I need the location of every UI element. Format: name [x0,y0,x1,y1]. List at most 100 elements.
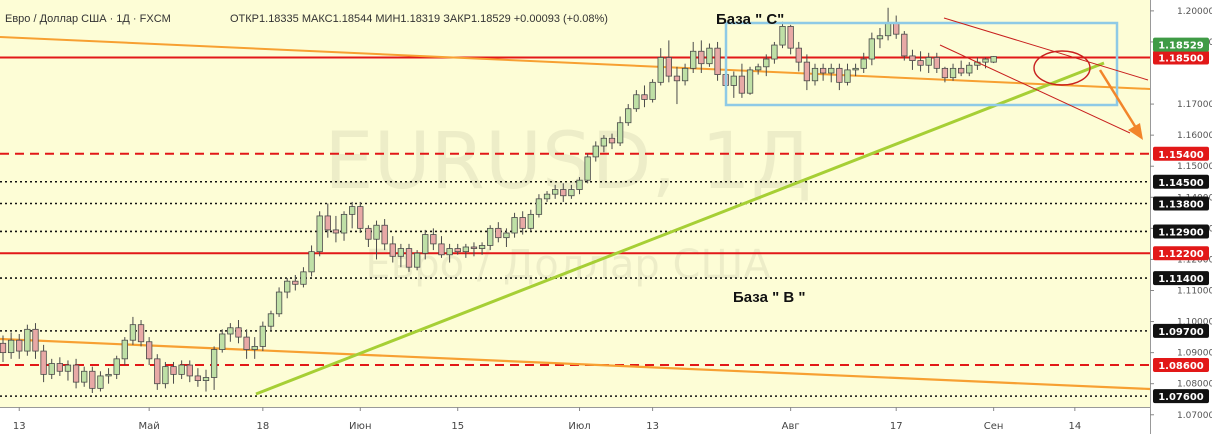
candle-body [48,363,55,375]
price-tag-bg [1153,246,1209,261]
candle-body [251,346,258,350]
candle-down [170,361,177,384]
candle-up [373,220,380,260]
candle-up [7,332,15,359]
current-price-tag: 1.18529 [1153,37,1209,52]
candle-up [657,48,664,86]
candle-body [811,67,819,82]
candle-down [324,203,331,238]
candle-body [454,248,461,253]
candle-up [48,358,55,380]
candle-up [616,116,624,147]
candle-body [828,67,835,74]
candle-body [178,364,185,375]
candle-up [852,63,859,77]
y-tick-label: 1.08000 [1177,380,1212,390]
candle-body [487,227,494,246]
candle-down [438,236,445,258]
candle-body [40,350,47,375]
candle-down [0,335,7,362]
price-tag-label: 1.18500 [1158,53,1204,64]
candle-down [186,360,193,383]
candle-down [365,225,372,247]
candle-body [495,227,502,239]
candle-up [259,321,266,352]
candle-up [397,243,405,268]
y-tick-label: 1.11000 [1177,286,1212,296]
candle-body [543,193,551,200]
candle-up [275,287,283,317]
candle-body [202,377,210,381]
candle-body [714,47,721,75]
candle-down [381,219,388,251]
candle-down [89,366,96,394]
candle-body [397,248,405,257]
candle-down [803,54,811,91]
candle-up [219,329,226,353]
candle-down [608,133,616,150]
consolidation-ellipse [1033,50,1091,86]
candle-down [958,60,965,77]
candle-up [576,177,583,195]
x-tick-label: 18 [256,421,269,432]
candle-down [154,354,161,390]
candle-body [259,325,266,347]
candle-body [470,246,478,249]
candle-body [308,251,315,273]
current-price-bg [1153,37,1209,52]
candle-body [438,243,445,256]
x-tick-label: Июл [568,421,590,432]
candle-body [340,213,348,234]
candle-up [811,63,819,86]
candle-up [413,250,421,271]
candle-body [893,22,900,35]
candle-down [243,329,250,359]
price-tag-bg [1153,323,1209,338]
candle-up [462,243,469,258]
candle-up [771,41,778,64]
y-tick-label: 1.17000 [1177,100,1212,110]
candle-body [681,67,689,82]
candle-up [105,368,112,384]
candle-body [413,252,421,268]
candle-body [316,215,323,253]
candle-body [755,66,762,71]
candle-body [949,67,957,79]
candle-body [568,189,575,197]
candle-body [324,215,331,231]
candle-body [511,217,518,234]
candle-down [389,236,396,263]
y-tick-label: 1.15000 [1177,162,1212,172]
candle-body [430,234,437,245]
candle-up [97,371,104,392]
candle-body [235,327,242,338]
x-tick-label: 15 [451,421,464,432]
channel-upper-line [943,17,1149,81]
chart-symbol[interactable]: Евро / Доллар США · 1Д · FXCM [5,13,171,25]
candle-up [552,184,559,199]
x-tick-label: 13 [646,421,659,432]
candle-body [576,179,583,190]
candle-body [941,67,949,79]
y-tick-label: 1.10000 [1177,318,1212,328]
current-price-label: 1.18529 [1158,41,1204,52]
time-axis-background [0,407,1150,434]
candle-down [146,337,153,366]
candle-body [462,246,469,253]
candle-up [308,245,315,277]
candle-body [746,69,754,94]
candle-body [527,213,534,229]
y-tick-label: 1.12000 [1177,255,1212,265]
x-tick-label: Сен [984,421,1004,432]
price-tag: 1.12200 [1153,246,1209,261]
candle-down [430,228,437,251]
price-tag: 1.15400 [1153,146,1209,161]
y-tick-label: 1.16000 [1177,131,1212,141]
base-c-box [724,21,1119,107]
candle-body [690,50,697,69]
candle-down [292,274,299,291]
candle-body [633,94,640,110]
candle-up [844,63,851,86]
